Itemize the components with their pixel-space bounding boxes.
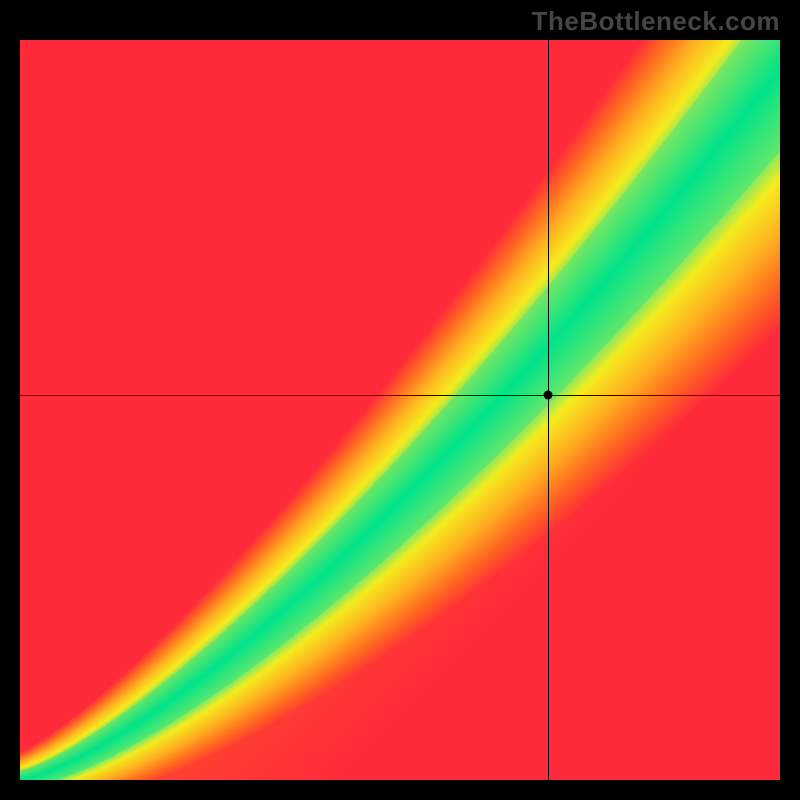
watermark-text: TheBottleneck.com [532,6,780,37]
plot-area [20,40,780,780]
crosshair-vertical [548,40,549,780]
crosshair-point [544,391,553,400]
heatmap-canvas [20,40,780,780]
crosshair-horizontal [20,395,780,396]
